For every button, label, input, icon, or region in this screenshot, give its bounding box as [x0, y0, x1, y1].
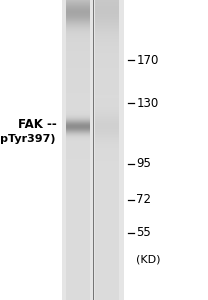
Text: 170: 170 — [136, 53, 159, 67]
Text: 55: 55 — [136, 226, 151, 239]
Text: 130: 130 — [136, 97, 158, 110]
Text: FAK --: FAK -- — [19, 118, 57, 131]
Text: 95: 95 — [136, 157, 151, 170]
Text: (pTyr397): (pTyr397) — [0, 134, 55, 145]
Text: 72: 72 — [136, 193, 151, 206]
Text: (KD): (KD) — [136, 254, 161, 265]
